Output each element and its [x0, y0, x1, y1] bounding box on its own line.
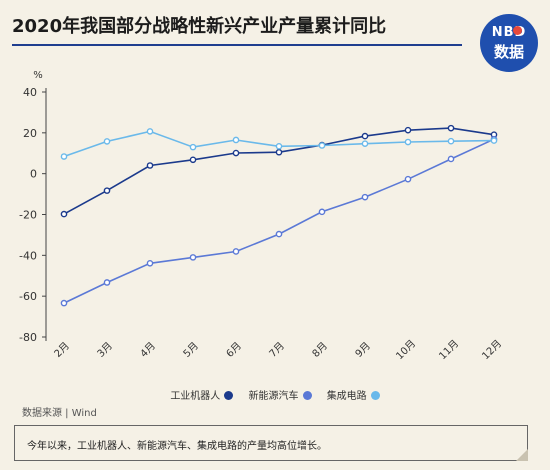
series-point [189, 254, 197, 261]
series-point [232, 149, 240, 157]
series-point [146, 259, 154, 267]
x-tick-label: 4月 [138, 340, 158, 360]
note-box: 今年以来，工业机器人、新能源汽车、集成电路的产量均高位增长。 [14, 425, 528, 461]
legend-item-ic: 集成电路 [327, 387, 380, 402]
series-line [63, 138, 495, 304]
series-point [361, 193, 369, 201]
series-point [447, 137, 455, 145]
x-tick-label: 7月 [267, 340, 287, 360]
nbd-logo: NBD 数据 [480, 14, 538, 72]
series-point [318, 208, 326, 216]
series-point [146, 162, 154, 169]
series-point [447, 124, 455, 132]
series-point [361, 140, 369, 147]
y-tick-label: -20 [19, 209, 37, 222]
series-point [404, 175, 412, 183]
y-tick-label: 20 [23, 127, 37, 140]
legend-item-nev: 新能源汽车 [249, 387, 312, 402]
note-text: 今年以来，工业机器人、新能源汽车、集成电路的产量均高位增长。 [27, 441, 327, 452]
series-point [361, 132, 369, 140]
series-point [232, 248, 240, 255]
data-source: 数据来源 | Wind [22, 408, 97, 419]
series-group [60, 124, 498, 307]
y-tick-label: -80 [19, 331, 37, 344]
x-tick-label: 5月 [181, 340, 201, 360]
logo-dot [513, 26, 522, 35]
x-tick-label: 10月 [394, 338, 419, 363]
legend-label-nev: 新能源汽车 [248, 391, 299, 402]
series-point [232, 136, 240, 144]
note-corner-fold [516, 449, 528, 461]
axes-group: 40 20 0 -20 -40 -60 -80 2月 3月 4月 5月 6月 7月 8月 9月 10月 11月 1… [19, 86, 504, 362]
y-unit-label: % [33, 70, 43, 81]
line-chart: % 40 20 0 -20 -40 -60 -80 2月 3月 4月 5月 6月 7月 8月 9月 10月 11… [19, 70, 504, 362]
series-point [275, 230, 283, 238]
series-point [103, 187, 111, 194]
x-tick-label: 12月 [480, 338, 505, 363]
series-point [189, 143, 197, 151]
legend-swatch-ic [370, 391, 380, 400]
legend-swatch-nev [302, 391, 312, 400]
legend-item-robot: 工业机器人 [170, 387, 234, 402]
series-point [60, 153, 68, 160]
legend-label-robot: 工业机器人 [170, 391, 221, 402]
x-tick-label: 6月 [224, 340, 244, 360]
x-tick-label: 9月 [353, 340, 373, 360]
series-point [103, 138, 111, 145]
legend: 工业机器人 新能源汽车 集成电路 [0, 387, 550, 402]
logo-line2: 数据 [493, 43, 524, 61]
series-point [189, 156, 197, 164]
series-point [275, 148, 283, 156]
y-tick-label: -60 [19, 290, 37, 303]
series-point [404, 138, 412, 146]
y-tick-label: 40 [23, 86, 37, 99]
x-tick-label: 11月 [437, 338, 462, 363]
title-underline [12, 44, 462, 46]
series-point [60, 299, 68, 307]
series-point [146, 128, 154, 135]
legend-label-ic: 集成电路 [326, 391, 367, 402]
x-tick-label: 8月 [310, 340, 330, 360]
series-point [318, 142, 326, 149]
chart-title: 2020年我国部分战略性新兴产业产量累计同比 [12, 16, 387, 37]
x-tick-label: 3月 [95, 340, 115, 360]
series-point [404, 126, 412, 134]
series-point [103, 279, 111, 286]
x-tick-label: 2月 [52, 340, 72, 360]
series-point [275, 143, 283, 150]
series-point [60, 210, 68, 218]
series-point [447, 155, 455, 163]
series-point [490, 137, 498, 144]
legend-swatch-robot [224, 391, 234, 400]
y-tick-label: -40 [19, 249, 37, 262]
y-tick-label: 0 [30, 168, 37, 181]
